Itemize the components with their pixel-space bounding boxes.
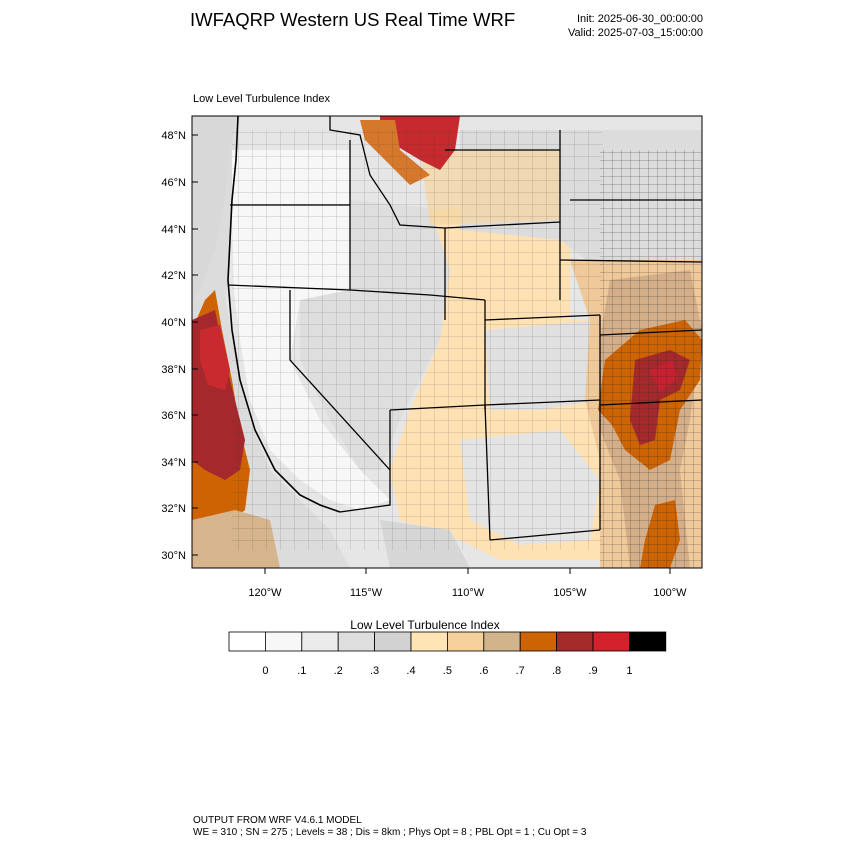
lat-label: 32°N [161, 503, 186, 515]
colorbar-box [446, 631, 485, 652]
colorbar-box [629, 631, 667, 652]
lon-label: 100°W [653, 587, 687, 599]
lon-label: 105°W [553, 587, 587, 599]
colorbar-box [410, 631, 448, 652]
colorbar-label: .6 [479, 665, 488, 677]
colorbar-label: .7 [516, 665, 525, 677]
county-lines-plains [600, 150, 702, 568]
colorbar-box [301, 631, 339, 652]
county-lines-west [232, 130, 602, 550]
lat-label: 36°N [161, 410, 186, 422]
lat-label: 48°N [161, 130, 186, 142]
lon-label: 120°W [248, 587, 282, 599]
colorbar [228, 631, 667, 652]
lat-ticks [192, 134, 198, 556]
colorbar-box [264, 631, 303, 652]
colorbar-label: .1 [297, 665, 306, 677]
lat-label: 34°N [161, 457, 186, 469]
colorbar-label: .5 [443, 665, 452, 677]
state-borders [227, 116, 702, 541]
colorbar-label: .9 [588, 665, 597, 677]
colorbar-label: .8 [552, 665, 561, 677]
colorbar-label: 1 [626, 665, 632, 677]
plot-title: IWFAQRP Western US Real Time WRF [190, 9, 516, 30]
map-panel [192, 116, 702, 568]
lat-label: 42°N [161, 270, 186, 282]
lat-label: 40°N [161, 317, 186, 329]
colorbar-box [483, 631, 521, 652]
colorbar-label: 0 [262, 665, 268, 677]
lat-label: 46°N [161, 177, 186, 189]
map-frame [191, 115, 703, 569]
colorbar-labels: 0 .1 .2 .3 .4 .5 .6 .7 .8 .9 1 [262, 665, 632, 677]
field-label: Low Level Turbulence Index [193, 93, 330, 105]
lon-ticks [264, 568, 671, 574]
colorbar-box [374, 631, 412, 652]
footer-model-line: OUTPUT FROM WRF V4.6.1 MODEL [193, 815, 362, 826]
colorbar-box [519, 631, 558, 652]
colorbar-box [556, 631, 594, 652]
colorbar-label: .3 [370, 665, 379, 677]
colorbar-box [337, 631, 376, 652]
colorbar-title: Low Level Turbulence Index [350, 618, 500, 632]
colorbar-box [228, 631, 266, 652]
lon-label: 110°W [452, 587, 485, 599]
valid-time: Valid: 2025-07-03_15:00:00 [568, 27, 703, 39]
lat-label: 38°N [161, 364, 186, 376]
lon-label: 115°W [350, 587, 383, 599]
gray-offshore-region [192, 116, 236, 300]
footer-config-line: WE = 310 ; SN = 275 ; Levels = 38 ; Dis … [193, 827, 587, 838]
lat-label: 44°N [161, 224, 186, 236]
colorbar-label: .4 [406, 665, 415, 677]
lat-label: 30°N [161, 550, 186, 562]
init-time: Init: 2025-06-30_00:00:00 [577, 13, 703, 25]
colorbar-box [592, 631, 630, 652]
colorbar-label: .2 [334, 665, 343, 677]
red-coast-region [200, 325, 230, 390]
